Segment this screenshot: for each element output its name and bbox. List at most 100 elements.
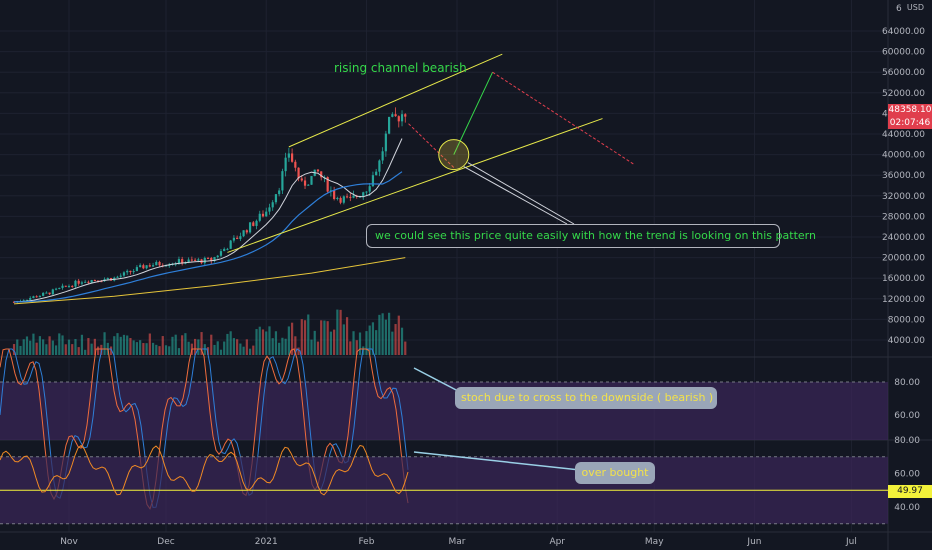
volume-bar [19,345,22,355]
candle-body [258,213,261,221]
volume-bar [394,324,397,355]
candle-body [236,237,239,239]
candle-body [294,161,297,168]
y-tick-label: 24000.00 [882,233,925,243]
volume-bar [38,336,41,355]
volume-bar [342,324,345,355]
volume-bar [349,341,352,355]
volume-bar [336,309,339,355]
callout-line-main [467,162,575,225]
candle-body [404,114,407,117]
x-tick-label: 2021 [255,537,278,547]
volume-bar [145,343,148,355]
rsi-tick-label: 40.00 [894,503,920,513]
volume-bar [164,345,168,355]
stoch-tick-label: 60.00 [894,411,920,421]
volume-bar [168,346,171,355]
candle-body [216,255,219,258]
candle-body [90,280,93,283]
candle-body [239,236,242,239]
candle-body [164,265,168,267]
volume-bar [320,320,323,355]
volume-bar [287,326,290,355]
y-tick-label: 64000.00 [882,27,925,37]
volume-bar [323,320,326,355]
volume-bar [294,336,297,355]
candle-body [316,169,320,172]
candle-body [61,285,64,288]
volume-bar [61,335,64,355]
annotation-overbought[interactable]: over bought [575,462,655,484]
candle-body [307,184,310,186]
annotation-main[interactable]: we could see this price quite easily wit… [366,224,816,248]
volume-bar [404,341,407,355]
volume-bar [32,333,35,355]
volume-bar [177,348,181,355]
candle-body [122,272,126,276]
ma-mid-line [13,171,403,303]
candle-body [181,259,184,264]
volume-bar [219,349,223,355]
x-tick-label: Feb [358,537,374,547]
volume-bar [139,340,142,355]
candle-body [132,271,135,273]
candle-body [129,270,132,273]
last-price-tag: 48358.10 [888,104,932,117]
volume-bar [194,338,197,355]
countdown-tag: 02:07:46 [888,117,932,129]
candle-body [388,116,391,134]
volume-bar [345,317,349,355]
candle-body [139,265,142,268]
candle-body [71,285,74,287]
volume-bar [378,314,381,355]
candle-body [142,265,145,269]
x-tick-label: Jun [746,537,761,547]
candle-body [362,192,365,197]
x-tick-label: Apr [549,537,565,547]
volume-bar [122,334,126,355]
volume-bar [258,326,261,355]
volume-bar [97,346,100,355]
volume-bar [29,340,32,355]
volume-bar [329,331,332,355]
candle-body [271,202,274,208]
indicator-panes [0,348,888,525]
candle-body [29,297,32,300]
candle-body [48,292,51,295]
annotation-stoch[interactable]: stoch due to cross to the downside ( bea… [455,387,717,409]
volume-bar [184,333,187,355]
candle-body [245,230,248,233]
candle-body [177,259,181,264]
volume-bar [326,321,329,355]
volume-bar [187,341,190,355]
volume-bar [210,334,213,355]
volume-bar [64,344,67,355]
candle-body [274,194,278,203]
volume-bar [16,339,19,355]
x-tick-label: Nov [60,537,78,547]
candle-body [300,178,303,181]
candle-body [255,220,258,226]
candle-body [333,190,336,200]
candle-body [54,288,58,290]
y-tick-label: 44000.00 [882,130,925,140]
volume-bars [12,309,407,355]
volume-bar [368,325,371,355]
volume-bar [352,331,355,355]
candle-body [248,222,252,233]
volume-bar [77,347,80,355]
candle-body [67,285,71,287]
candle-body [187,259,190,263]
projection-red-long [492,71,636,166]
rsi-tick-label: 80.00 [894,436,920,446]
volume-bar [135,342,138,355]
candle-body [261,213,265,217]
volume-bar [213,344,216,355]
y-tick-label: 52000.00 [882,89,925,99]
volume-bar [242,346,245,355]
candle-body [51,289,54,295]
volume-bar [35,342,38,355]
volume-bar [103,332,106,355]
candle-body [87,281,90,283]
